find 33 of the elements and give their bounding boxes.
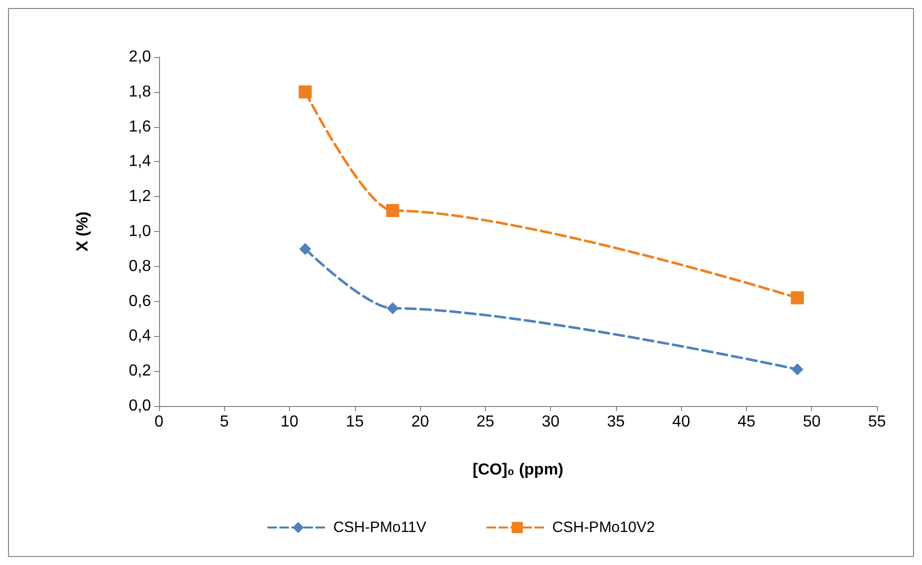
x-tick-label: 10: [280, 414, 299, 430]
y-tick-label: 1,0: [128, 223, 152, 240]
y-tick-label: 0,6: [128, 292, 152, 310]
x-tick-label: 5: [220, 414, 229, 430]
point: [386, 204, 400, 218]
point: [386, 302, 399, 314]
x-tick-label: 0: [154, 414, 164, 430]
y-tick-label: 2,0: [128, 48, 152, 66]
x-tick-label: 45: [738, 414, 756, 430]
y-tick-label: 1,4: [128, 153, 152, 170]
x-tick-label: 40: [672, 414, 690, 430]
y-tick-label: 0,8: [128, 258, 152, 275]
x-tick-label: 20: [411, 414, 430, 430]
x-tick-label: 55: [868, 414, 886, 430]
point: [298, 85, 312, 98]
point: [791, 363, 804, 376]
y-tick-label: 1,6: [128, 118, 152, 136]
x-tick-label: 35: [607, 414, 625, 430]
point: [299, 242, 312, 255]
x-axis-title: [CO]₀ (ppm): [472, 462, 564, 478]
y-tick-label: 0,2: [128, 362, 152, 380]
point: [790, 291, 804, 304]
legend-label: CSH-PMo10V2: [552, 519, 655, 536]
y-tick-label: 0,4: [128, 328, 152, 345]
y-axis-title: X (%): [74, 212, 92, 252]
legend-label: CSH-PMo11V: [333, 519, 426, 536]
x-tick-label: 25: [476, 414, 494, 430]
x-tick-label: 30: [542, 414, 560, 430]
y-tick-label: 1,2: [128, 188, 152, 206]
x-tick-label: 15: [346, 414, 364, 430]
y-tick-label: 0,0: [128, 398, 152, 414]
y-tick-label: 1,8: [128, 83, 152, 100]
x-tick-label: 50: [802, 414, 821, 430]
